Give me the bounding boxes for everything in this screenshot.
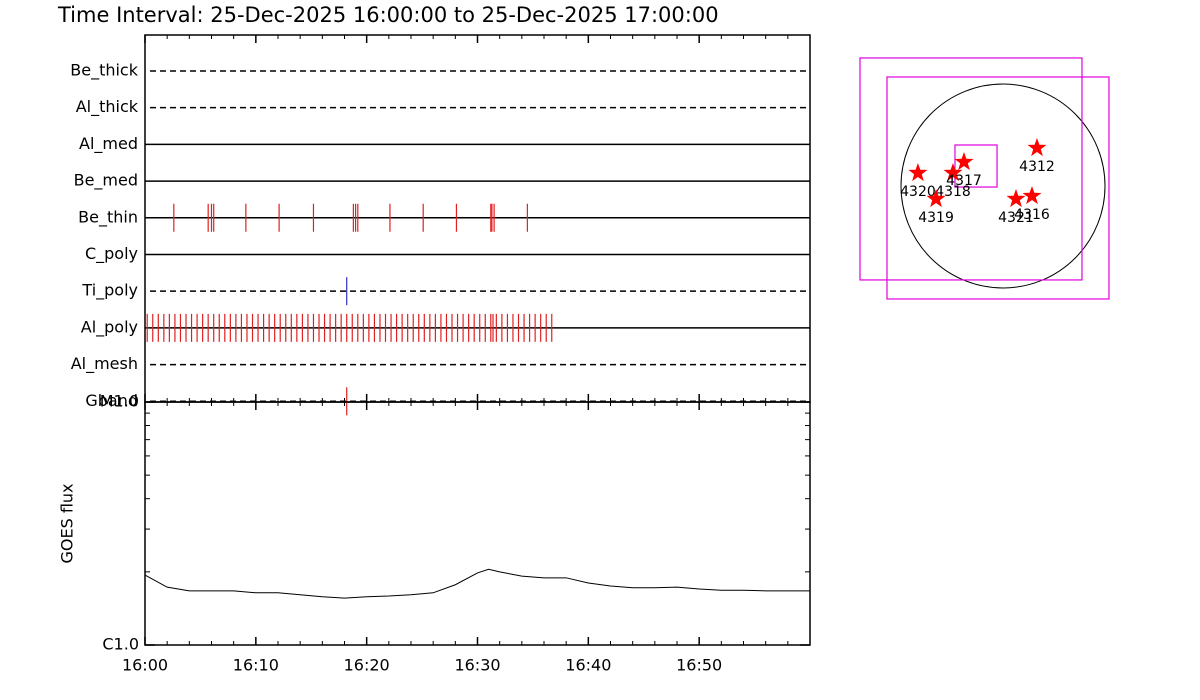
row-label: Be_thick — [70, 60, 138, 80]
row-label: Al_med — [79, 134, 138, 154]
field-of-view — [886, 76, 1110, 300]
row-label: Al_thick — [76, 97, 139, 117]
y-tick-label: C1.0 — [102, 635, 139, 654]
panel-frame — [144, 401, 811, 646]
region-marker — [926, 189, 946, 208]
row-label: C_poly — [85, 244, 138, 264]
x-tick-label: 16:40 — [565, 656, 611, 675]
row-label: Al_poly — [81, 317, 138, 337]
region-marker — [954, 152, 974, 171]
region-label: 4321 — [998, 210, 1034, 226]
region-marker — [1022, 186, 1042, 205]
goes-curve — [144, 568, 810, 599]
x-tick-label: 16:30 — [454, 656, 500, 675]
field-of-view — [954, 144, 998, 188]
x-tick-label: 16:50 — [676, 656, 722, 675]
region-label: 4312 — [1019, 159, 1055, 175]
field-of-view — [859, 57, 1083, 281]
region-marker — [1006, 189, 1026, 208]
region-label: 4317 — [946, 173, 982, 189]
solar-disk — [900, 83, 1106, 289]
region-label: 4319 — [918, 210, 954, 226]
row-label: Gband — [85, 391, 138, 410]
region-label: 4316 — [1014, 207, 1050, 223]
y-axis-label: GOES flux — [58, 483, 77, 563]
region-marker — [908, 163, 928, 182]
x-tick-label: 16:10 — [233, 656, 279, 675]
row-label: Be_med — [74, 171, 138, 191]
x-tick-label: 16:20 — [344, 656, 390, 675]
region-marker — [943, 163, 963, 182]
y-tick-label: M1.0 — [100, 392, 139, 411]
chart-title: Time Interval: 25-Dec-2025 16:00:00 to 2… — [57, 3, 719, 27]
x-tick-label: 16:00 — [122, 656, 168, 675]
region-marker — [1027, 138, 1047, 157]
row-label: Be_thin — [78, 207, 138, 227]
row-label: Al_mesh — [71, 354, 138, 374]
row-label: Ti_poly — [81, 281, 138, 301]
